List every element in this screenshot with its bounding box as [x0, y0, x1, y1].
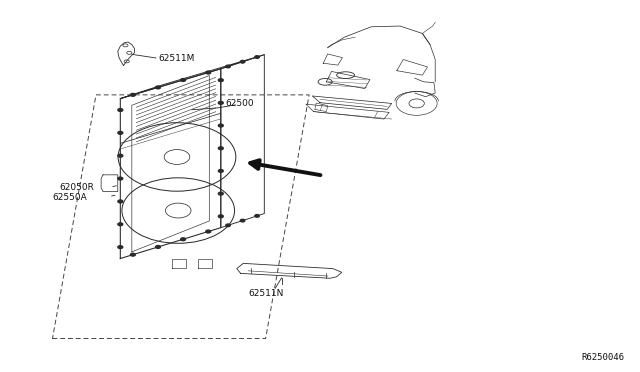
Circle shape: [156, 86, 161, 89]
Circle shape: [218, 147, 223, 150]
Circle shape: [240, 61, 245, 63]
Text: 62511N: 62511N: [248, 289, 284, 298]
Circle shape: [226, 224, 230, 227]
Circle shape: [118, 200, 123, 203]
Circle shape: [118, 223, 123, 226]
Circle shape: [180, 78, 186, 81]
Text: 62550A: 62550A: [52, 193, 87, 202]
Circle shape: [218, 124, 223, 127]
Circle shape: [218, 102, 223, 104]
Circle shape: [218, 192, 223, 195]
Circle shape: [226, 65, 230, 68]
Text: 62050R: 62050R: [59, 183, 93, 192]
Circle shape: [118, 154, 123, 157]
Text: R6250046: R6250046: [581, 353, 624, 362]
Circle shape: [218, 215, 223, 218]
Circle shape: [206, 230, 211, 233]
Circle shape: [118, 109, 123, 112]
Circle shape: [218, 79, 223, 81]
Circle shape: [118, 177, 123, 180]
Circle shape: [240, 219, 245, 222]
Circle shape: [131, 253, 135, 256]
Circle shape: [255, 215, 259, 217]
Circle shape: [180, 238, 186, 241]
Circle shape: [131, 93, 135, 96]
Circle shape: [255, 56, 259, 58]
Circle shape: [218, 170, 223, 172]
Text: 62500: 62500: [225, 99, 254, 108]
Circle shape: [206, 71, 211, 74]
Text: 62511M: 62511M: [159, 54, 195, 63]
Circle shape: [118, 131, 123, 134]
Circle shape: [156, 246, 161, 248]
Circle shape: [118, 246, 123, 248]
